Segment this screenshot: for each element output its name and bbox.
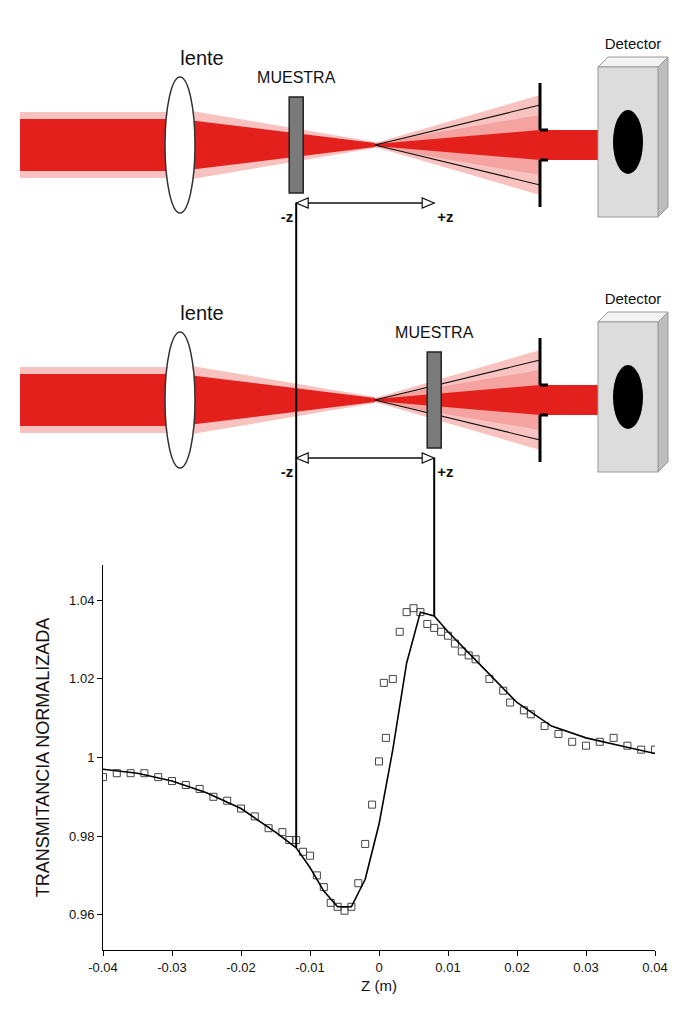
svg-text:MUESTRA: MUESTRA bbox=[395, 324, 474, 341]
svg-text:0: 0 bbox=[375, 960, 382, 975]
svg-text:lente: lente bbox=[180, 47, 223, 69]
svg-text:Detector: Detector bbox=[605, 290, 662, 307]
svg-text:+z: +z bbox=[437, 208, 453, 225]
svg-text:-z: -z bbox=[281, 208, 294, 225]
svg-text:-0.04: -0.04 bbox=[88, 960, 118, 975]
svg-text:0.03: 0.03 bbox=[573, 960, 598, 975]
svg-text:0.02: 0.02 bbox=[504, 960, 529, 975]
svg-text:MUESTRA: MUESTRA bbox=[257, 69, 336, 86]
svg-text:-0.02: -0.02 bbox=[226, 960, 256, 975]
svg-text:1: 1 bbox=[87, 750, 94, 765]
svg-text:-z: -z bbox=[281, 463, 294, 480]
svg-text:-0.03: -0.03 bbox=[157, 960, 187, 975]
svg-text:+z: +z bbox=[437, 463, 453, 480]
svg-text:1.04: 1.04 bbox=[69, 593, 94, 608]
svg-text:lente: lente bbox=[180, 302, 223, 324]
svg-text:1.02: 1.02 bbox=[69, 671, 94, 686]
svg-text:Detector: Detector bbox=[605, 35, 662, 52]
svg-text:Z (m): Z (m) bbox=[361, 977, 397, 994]
svg-text:TRANSMITANCIA NORMALIZADA: TRANSMITANCIA NORMALIZADA bbox=[33, 618, 53, 898]
svg-text:-0.01: -0.01 bbox=[295, 960, 325, 975]
svg-text:0.04: 0.04 bbox=[642, 960, 667, 975]
svg-text:0.96: 0.96 bbox=[69, 907, 94, 922]
svg-text:0.01: 0.01 bbox=[435, 960, 460, 975]
svg-text:0.98: 0.98 bbox=[69, 829, 94, 844]
